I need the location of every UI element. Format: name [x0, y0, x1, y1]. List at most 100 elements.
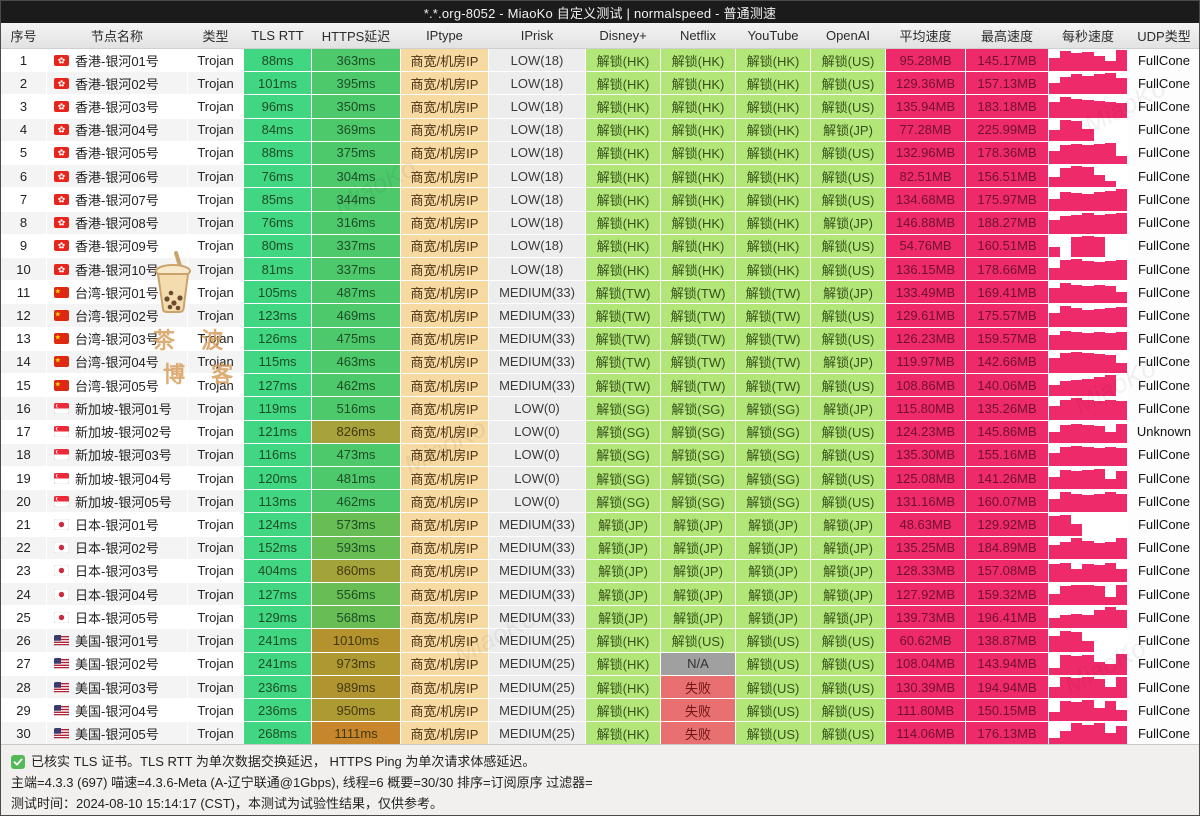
https-latency-value: 593ms	[312, 536, 400, 559]
udp-type-value: FullCone	[1128, 95, 1199, 118]
table-row: 8 香港-银河08号 Trojan 76ms 316ms 商宽/机房IP LOW(18) 解锁…	[1, 211, 1199, 234]
per-second-speed-chart	[1049, 675, 1127, 699]
window-titlebar: *.*.org-8052 - MiaoKo 自定义测试 | normalspee…	[1, 1, 1199, 23]
ip-risk-value: LOW(18)	[489, 72, 585, 95]
udp-type-value: Unknown	[1128, 420, 1199, 443]
table-row: 12 台湾-银河02号 Trojan 123ms 469ms 商宽/机房IP MEDIUM(…	[1, 304, 1199, 327]
node-name: 新加坡-银河02号	[75, 425, 172, 441]
table-body: 1 香港-银河01号 Trojan 88ms 363ms 商宽/机房IP LOW(18) 解锁…	[1, 49, 1199, 745]
column-header-14: UDP类型	[1137, 29, 1191, 44]
speed-bars	[1049, 490, 1127, 513]
ip-type-value: 商宽/机房IP	[401, 629, 488, 652]
table-row: 1 香港-银河01号 Trojan 88ms 363ms 商宽/机房IP LOW(18) 解锁…	[1, 49, 1199, 72]
ip-risk-value: LOW(0)	[489, 466, 585, 490]
node-name-cell: 美国-银河01号	[47, 629, 187, 652]
tls-rtt-value: 127ms	[244, 583, 311, 606]
table-row: 28 美国-银河03号 Trojan 236ms 989ms 商宽/机房IP MEDIUM(…	[1, 675, 1199, 699]
column-header-10: OpenAI	[825, 28, 871, 43]
https-latency-value: 462ms	[312, 490, 400, 513]
protocol-type: Trojan	[188, 72, 243, 95]
column-header-0: 序号	[10, 29, 37, 44]
table-row: 13 台湾-银河03号 Trojan 126ms 475ms 商宽/机房IP MEDIUM(…	[1, 327, 1199, 350]
per-second-speed-chart	[1049, 72, 1127, 95]
openai-status: 解锁(US)	[811, 257, 885, 281]
node-name-cell: 美国-银河02号	[47, 652, 187, 675]
max-speed-value: 160.51MB	[966, 234, 1048, 257]
avg-speed-value: 126.23MB	[886, 327, 965, 350]
column-header-13: 每秒速度	[1061, 29, 1114, 44]
avg-speed-value: 115.80MB	[886, 397, 965, 420]
row-number: 23	[1, 559, 46, 583]
protocol-type: Trojan	[188, 606, 243, 629]
speed-bars	[1049, 141, 1127, 165]
japan-flag-icon	[54, 588, 69, 600]
https-latency-value: 556ms	[312, 583, 400, 606]
openai-status: 解锁(US)	[811, 722, 885, 745]
protocol-type: Trojan	[188, 722, 243, 745]
disney-status: 解锁(HK)	[586, 629, 660, 652]
footer-line-1: 已核实 TLS 证书。TLS RTT 为单次数据交换延迟， HTTPS Ping…	[11, 751, 1189, 772]
udp-type-value: FullCone	[1128, 443, 1199, 466]
row-number: 3	[1, 95, 46, 118]
youtube-status: 解锁(JP)	[736, 513, 810, 536]
tls-rtt-value: 115ms	[244, 350, 311, 374]
node-name-cell: 日本-银河03号	[47, 559, 187, 583]
node-name: 香港-银河03号	[75, 100, 159, 116]
usa-flag-icon	[54, 727, 69, 739]
openai-status: 解锁(US)	[811, 652, 885, 675]
ip-risk-value: LOW(18)	[489, 118, 585, 141]
table-row: 25 日本-银河05号 Trojan 129ms 568ms 商宽/机房IP MEDIUM(…	[1, 606, 1199, 629]
udp-type-value: FullCone	[1128, 350, 1199, 374]
youtube-status: 解锁(JP)	[736, 559, 810, 583]
node-name-cell: 香港-银河08号	[47, 211, 187, 234]
avg-speed-value: 130.39MB	[886, 675, 965, 699]
per-second-speed-chart	[1049, 606, 1127, 629]
china-flag-icon	[54, 310, 69, 322]
node-name: 香港-银河08号	[75, 216, 159, 232]
japan-flag-icon	[54, 542, 69, 554]
row-number: 21	[1, 513, 46, 536]
table-row: 18 新加坡-银河03号 Trojan 116ms 473ms 商宽/机房IP LOW(0)…	[1, 443, 1199, 466]
ip-type-value: 商宽/机房IP	[401, 559, 488, 583]
hong-kong-flag-icon	[54, 147, 69, 159]
node-name: 美国-银河03号	[75, 680, 159, 696]
max-speed-value: 225.99MB	[966, 118, 1048, 141]
openai-status: 解锁(JP)	[811, 118, 885, 141]
youtube-status: 解锁(US)	[736, 722, 810, 745]
ip-risk-value: MEDIUM(25)	[489, 675, 585, 699]
ip-type-value: 商宽/机房IP	[401, 374, 488, 397]
ip-type-value: 商宽/机房IP	[401, 443, 488, 466]
row-number: 12	[1, 304, 46, 327]
speed-bars	[1049, 606, 1127, 629]
udp-type-value: FullCone	[1128, 466, 1199, 490]
netflix-status: 解锁(SG)	[661, 443, 735, 466]
table-row: 10 香港-银河10号 Trojan 81ms 337ms 商宽/机房IP LOW(18) 解…	[1, 257, 1199, 281]
netflix-status: 解锁(JP)	[661, 559, 735, 583]
ip-risk-value: LOW(18)	[489, 234, 585, 257]
speed-bars	[1049, 675, 1127, 699]
protocol-type: Trojan	[188, 420, 243, 443]
ip-type-value: 商宽/机房IP	[401, 257, 488, 281]
netflix-status: 解锁(HK)	[661, 257, 735, 281]
column-header-6: IPrisk	[520, 28, 554, 43]
per-second-speed-chart	[1049, 490, 1127, 513]
udp-type-value: FullCone	[1128, 722, 1199, 745]
ip-risk-value: LOW(18)	[489, 49, 585, 72]
youtube-status: 解锁(JP)	[736, 583, 810, 606]
node-name-cell: 新加坡-银河01号	[47, 397, 187, 420]
avg-speed-value: 114.06MB	[886, 722, 965, 745]
https-latency-value: 304ms	[312, 165, 400, 188]
speed-bars	[1049, 350, 1127, 374]
japan-flag-icon	[54, 565, 69, 577]
https-latency-value: 573ms	[312, 513, 400, 536]
avg-speed-value: 134.68MB	[886, 188, 965, 211]
row-number: 13	[1, 327, 46, 350]
youtube-status: 解锁(HK)	[736, 72, 810, 95]
tls-rtt-value: 96ms	[244, 95, 311, 118]
row-number: 4	[1, 118, 46, 141]
netflix-status: 解锁(HK)	[661, 118, 735, 141]
table-row: 16 新加坡-银河01号 Trojan 119ms 516ms 商宽/机房IP LOW(0)…	[1, 397, 1199, 420]
row-number: 25	[1, 606, 46, 629]
row-number: 9	[1, 234, 46, 257]
tls-rtt-value: 123ms	[244, 304, 311, 327]
